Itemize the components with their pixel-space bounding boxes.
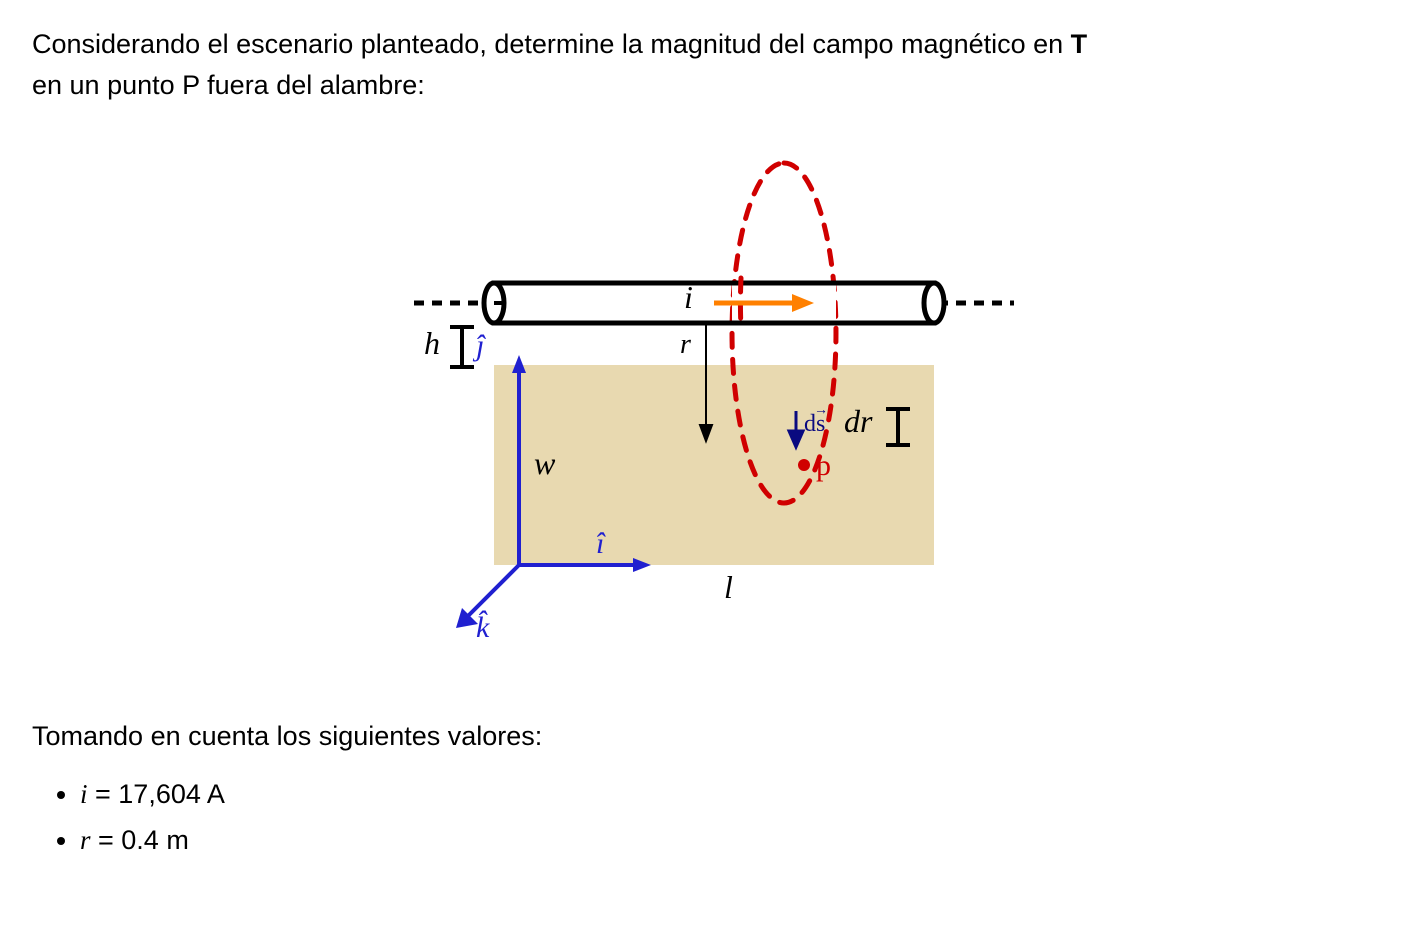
label-k-hat: k̂ bbox=[476, 611, 489, 645]
label-ds-vec: d→s bbox=[804, 411, 825, 438]
question-line1-pre: Considerando el escenario planteado, det… bbox=[32, 29, 1071, 59]
value-i-text: = 17,604 A bbox=[88, 779, 225, 809]
label-h: h bbox=[424, 325, 440, 362]
label-dr: dr bbox=[844, 403, 872, 440]
values-intro: Tomando en cuenta los siguientes valores… bbox=[32, 721, 1396, 752]
value-i: i = 17,604 A bbox=[80, 772, 1396, 818]
physics-diagram: i h ĵ î k̂ w l r⃗ d→s dr p bbox=[404, 133, 1024, 693]
label-i-current: i bbox=[684, 279, 693, 316]
label-j-hat: ĵ bbox=[476, 329, 484, 363]
diagram-container: i h ĵ î k̂ w l r⃗ d→s dr p bbox=[32, 133, 1396, 693]
point-p-dot bbox=[798, 459, 810, 471]
label-l: l bbox=[724, 569, 733, 606]
question-line1-bold: T bbox=[1071, 29, 1088, 59]
value-r-text: = 0.4 m bbox=[91, 825, 189, 855]
question-text: Considerando el escenario planteado, det… bbox=[32, 24, 1396, 105]
label-p: p bbox=[816, 449, 831, 483]
plane-rect bbox=[494, 365, 934, 565]
value-r-var: r bbox=[80, 825, 91, 855]
diagram-svg bbox=[404, 133, 1024, 693]
label-w: w bbox=[534, 445, 555, 482]
value-r: r = 0.4 m bbox=[80, 818, 1396, 864]
question-line2: en un punto P fuera del alambre: bbox=[32, 70, 425, 100]
values-list: i = 17,604 A r = 0.4 m bbox=[32, 772, 1396, 864]
value-i-var: i bbox=[80, 779, 88, 809]
label-i-hat: î bbox=[596, 527, 604, 561]
h-bracket bbox=[450, 327, 474, 367]
label-r-vec: r⃗ bbox=[680, 329, 713, 361]
